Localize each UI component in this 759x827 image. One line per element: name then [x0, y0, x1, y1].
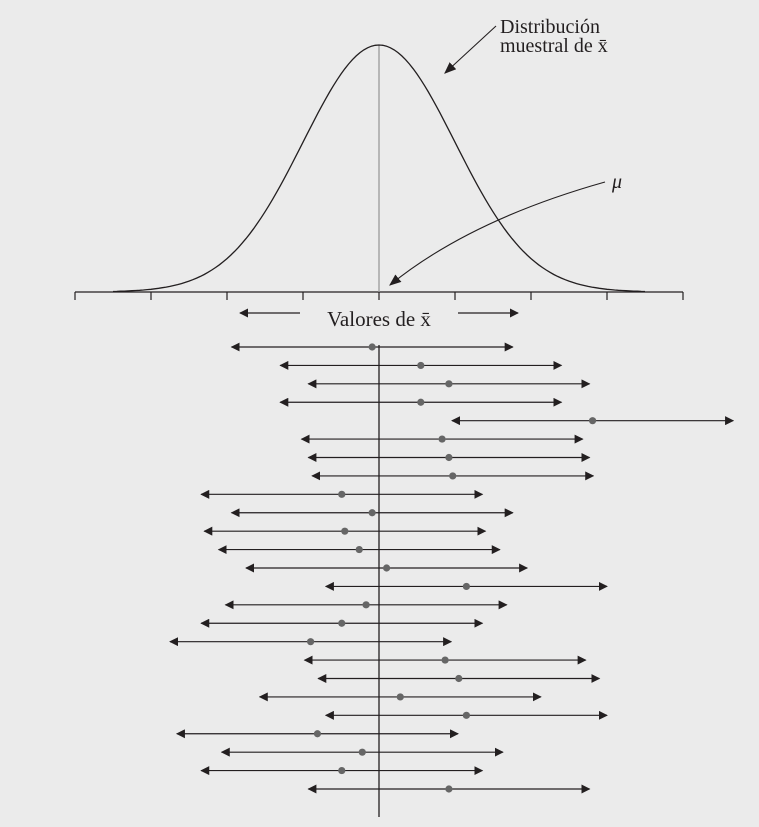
mu-label: μ [611, 171, 622, 193]
sample-mean-dot [338, 619, 346, 627]
sample-mean-dot [445, 453, 453, 462]
sample-mean-dot [338, 490, 346, 498]
distribution-pointer-arrow [444, 25, 497, 74]
distribution-label-line2: muestral de x̄ [500, 35, 608, 57]
axis-label: Valores de x̄ [327, 307, 431, 331]
sample-mean-dot [358, 748, 366, 756]
distribution-label-line1: Distribución [500, 16, 600, 38]
sample-mean-dot [313, 730, 322, 738]
sample-mean-dot [307, 638, 315, 646]
sample-mean-dot [455, 674, 463, 683]
sample-mean-dot [362, 601, 370, 609]
sample-mean-dot [588, 417, 597, 425]
sample-mean-dot [417, 398, 425, 406]
sample-mean-dot [341, 527, 349, 535]
sample-mean-dot [445, 785, 453, 793]
sample-mean-dot [445, 380, 453, 388]
sample-mean-dot [417, 361, 425, 370]
sample-mean-dot [449, 472, 457, 480]
sample-mean-dot [355, 545, 363, 554]
sample-mean-dot [396, 693, 404, 701]
sample-mean-dot [441, 656, 449, 664]
sample-mean-dot [338, 766, 346, 775]
sample-mean-dot [368, 509, 376, 517]
sample-mean-dot [383, 564, 391, 572]
mu-pointer-arrow [389, 181, 606, 286]
confidence-intervals [169, 342, 735, 817]
sample-mean-dot [438, 435, 446, 443]
sample-mean-dot [368, 343, 376, 351]
normal-curve [112, 44, 646, 293]
sample-mean-dot [462, 711, 470, 719]
sample-mean-dot [462, 582, 470, 591]
